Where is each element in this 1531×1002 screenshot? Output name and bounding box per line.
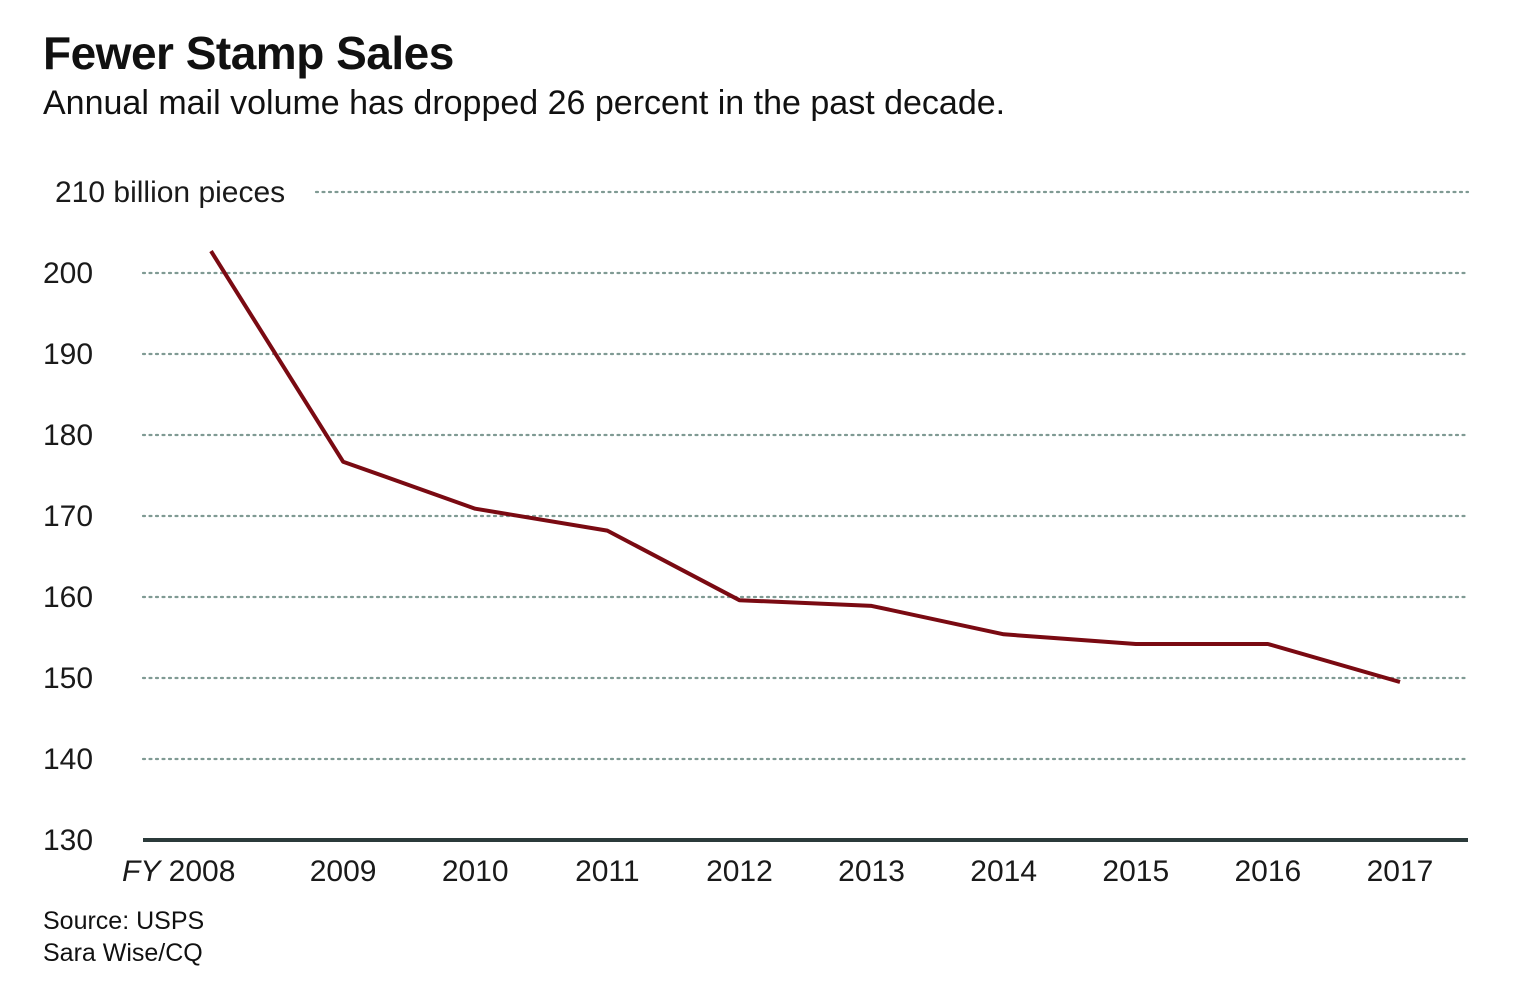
- y-tick-label-180: 180: [43, 419, 93, 452]
- x-tick-label-2008: FY 2008: [122, 855, 235, 888]
- y-tick-label-190: 190: [43, 338, 93, 371]
- credit-text: Sara Wise/CQ: [43, 939, 203, 967]
- source-text: Source: USPS: [43, 907, 205, 935]
- series-line-mail-volume: [209, 250, 1401, 684]
- x-tick-label-2016: 2016: [1235, 855, 1302, 888]
- y-tick-label-130: 130: [43, 824, 93, 857]
- y-axis-ticks: 130 140 150 160 170 180 190 200 210 billion piec…: [43, 176, 285, 857]
- chart-title: Fewer Stamp Sales: [43, 27, 454, 79]
- y-tick-label-200: 200: [43, 257, 93, 290]
- y-tick-label-170: 170: [43, 500, 93, 533]
- x-tick-label-2009: 2009: [310, 855, 377, 888]
- y-tick-label-140: 140: [43, 743, 93, 776]
- x-axis-ticks: FY 2008 2009 2010 2011 2012 2013 2014 2015 2016 2…: [122, 855, 1433, 888]
- x-tick-label-2012: 2012: [706, 855, 773, 888]
- source-note: Source: USPS Sara Wise/CQ: [43, 905, 204, 969]
- x-tick-label-2014: 2014: [970, 855, 1037, 888]
- chart-subtitle: Annual mail volume has dropped 26 percen…: [43, 84, 1006, 122]
- y-tick-label-150: 150: [43, 662, 93, 695]
- y-tick-label-210: 210 billion pieces: [55, 176, 285, 209]
- gridlines: [141, 190, 1470, 761]
- x-tick-label-2010: 2010: [442, 855, 509, 888]
- x-tick-label-2017: 2017: [1367, 855, 1434, 888]
- x-tick-label-2011: 2011: [575, 855, 640, 888]
- x-tick-label-2013: 2013: [838, 855, 905, 888]
- y-tick-label-160: 160: [43, 581, 93, 614]
- x-tick-label-2015: 2015: [1102, 855, 1169, 888]
